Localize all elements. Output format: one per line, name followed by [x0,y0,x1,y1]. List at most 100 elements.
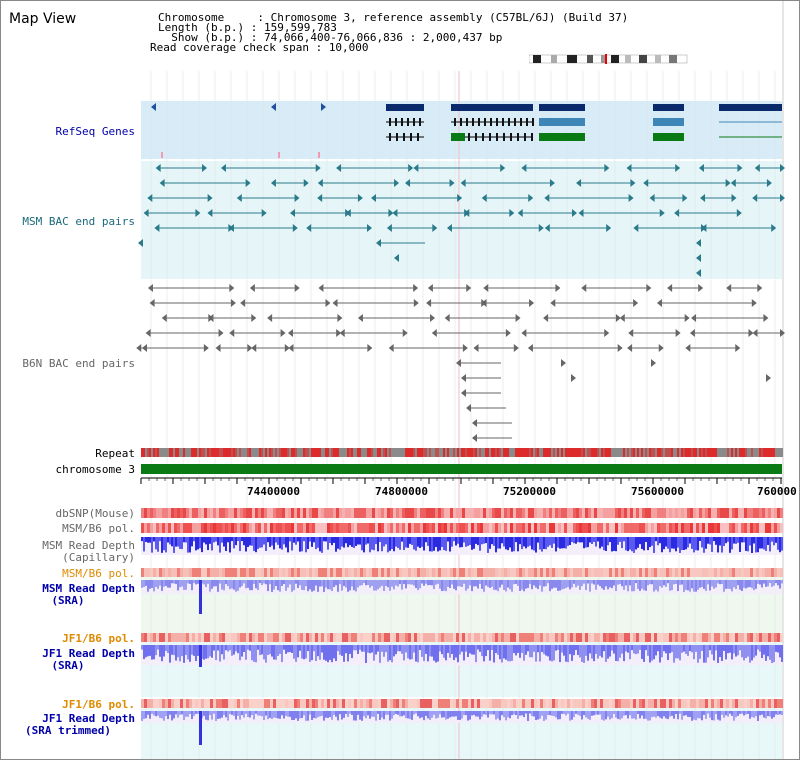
jf1-pol-cell [294,633,297,642]
repeat-block [363,448,365,457]
jf1-pol2-cell [588,699,591,708]
refseq-exon [526,118,528,126]
msm-cap-depth-bar [267,537,269,543]
jf1-sra-depth-bar [755,645,757,656]
msm-sra-depth-bar [283,580,285,584]
jf1-trim-depth-bar [525,711,527,714]
repeat-block [367,448,369,457]
jf1-pol-cell [633,633,636,642]
msm-sra-depth-bar [541,580,543,592]
jf1-pol-cell [366,633,369,642]
msm-pol2-cell [234,568,237,577]
msm-cap-depth-bar [191,537,193,547]
jf1-sra-depth-bar [443,645,445,658]
jf1-pol-cell [648,633,651,642]
jf1-sra-depth-bar [389,645,391,661]
jf1-trim-depth-bar [569,711,571,721]
msm-sra-depth-bar [661,580,663,588]
msm-cap-depth-bar [271,537,273,546]
msm-pol-cell [360,523,363,533]
jf1-trim-depth-bar [541,711,543,716]
repeat-block [669,448,671,457]
dbsnp-cell [459,508,462,518]
msm-cap-depth-bar [497,537,499,549]
jf1-trim-depth-bar [399,711,401,717]
msm-bac-end [261,209,267,217]
msm-cap-depth-bar [255,537,257,553]
msm-pol2-cell [684,568,687,577]
b6n-bac-end [426,299,432,307]
msm-sra-depth-bar [147,580,149,592]
chromosome-bar [141,464,782,474]
msm-pol2-cell [414,568,417,577]
jf1-pol2-cell [579,699,582,708]
msm-pol2-cell [522,568,525,577]
msm-sra-depth-bar [653,580,655,592]
msm-cap-depth-bar [317,537,319,548]
jf1-sra-depth-bar [741,645,743,658]
jf1-sra-depth-bar [257,645,259,650]
msm-pol2-cell [717,568,720,577]
repeat-block [241,448,243,457]
msm-sra-depth-bar [335,580,337,586]
jf1-pol-cell [687,633,690,642]
jf1-trim-depth-bar [765,711,767,719]
jf1-sra-depth-bar [593,645,595,662]
msm-sra-depth-bar [699,580,701,588]
msm-cap-depth-bar [417,537,419,547]
jf1-sra-depth-bar [431,645,433,657]
jf1-pol2-cell [180,699,183,708]
jf1-pol2-cell [309,699,312,708]
msm-pol-cell [693,523,696,533]
jf1-pol-cell [768,633,771,642]
msm-sra-depth-bar [705,580,707,591]
jf1-trim-depth-bar [615,711,617,718]
jf1-sra-depth-bar [455,645,457,658]
repeat-block [311,448,313,457]
jf1-pol-cell [438,633,441,642]
repeat-block [413,448,415,457]
msm-pol-cell [363,523,366,533]
msm-sra-depth-bar [175,580,177,585]
msm-cap-depth-bar [369,537,371,553]
jf1-trim-depth-bar [291,711,293,720]
msm-cap-depth-bar [349,537,351,546]
repeat-block [531,448,533,457]
repeat-block [681,448,683,457]
dbsnp-cell [519,508,522,518]
jf1-pol2-cell [567,699,570,708]
jf1-trim-depth-bar [511,711,513,716]
jf1-trim-depth-bar [331,711,333,720]
msm-pol2-cell [315,568,318,577]
jf1-trim-depth-bar [635,711,637,720]
msm-pol2-cell [648,568,651,577]
msm-pol2-cell [468,568,471,577]
repeat-block [389,448,391,457]
refseq-transcript-block [539,118,585,126]
repeat-block [757,448,759,457]
msm-sra-depth-bar [525,580,527,589]
msm-cap-depth-bar [455,537,457,546]
msm-sra-depth-bar [251,580,253,591]
msm-pol-cell [543,523,546,533]
msm-pol-cell [489,523,492,533]
repeat-block [507,448,509,457]
msm-sra-depth-bar [731,580,733,592]
jf1-sra-depth-bar [701,645,703,651]
msm-cap-depth-bar [365,537,367,545]
msm-cap-depth-bar [563,537,565,549]
repeat-block [377,448,379,457]
msm-pol2-cell [687,568,690,577]
repeat-block [165,448,167,457]
jf1-pol2-cell [213,699,216,708]
msm-cap-depth-bar [325,537,327,542]
msm-cap-depth-bar [689,537,691,544]
jf1-pol2-cell [261,699,264,708]
jf1-trim-depth-bar [685,711,687,716]
chromosome-ideogram[interactable] [529,54,689,64]
jf1-pol-cell [246,633,249,642]
jf1-sra-depth-bar [505,645,507,660]
dbsnp-cell [171,508,174,518]
jf1-sra-depth-bar [459,645,461,655]
